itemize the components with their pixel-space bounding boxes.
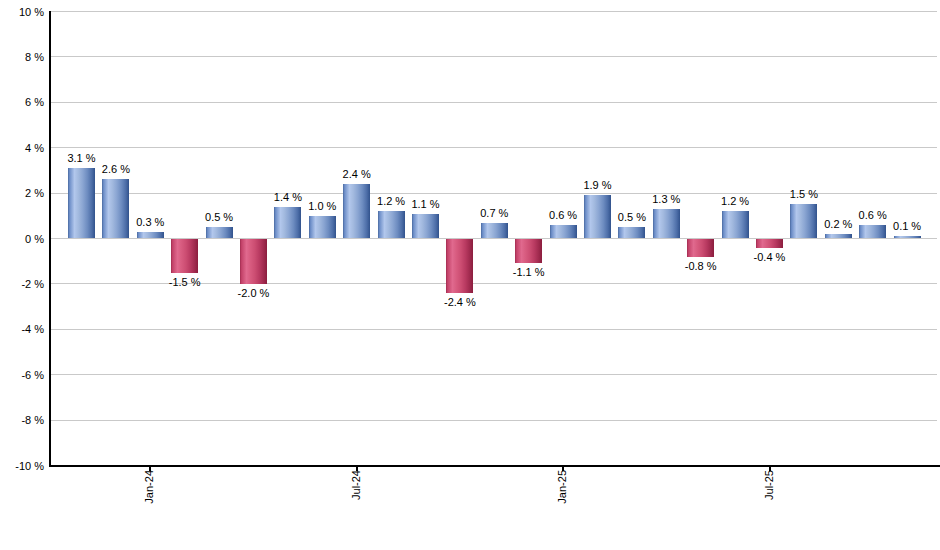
- bar: [240, 239, 267, 284]
- bar-value-label: -2.4 %: [428, 296, 492, 308]
- bar: [309, 216, 336, 239]
- bar: [412, 214, 439, 239]
- y-axis-line: [49, 11, 51, 467]
- gridline: [51, 329, 937, 330]
- y-tick-label: -8 %: [0, 414, 44, 426]
- bar: [68, 168, 95, 238]
- bar: [171, 239, 198, 273]
- bar-value-label: 1.3 %: [634, 193, 698, 205]
- y-tick-label: -10 %: [0, 460, 44, 472]
- bar: [206, 227, 233, 238]
- bar-value-label: -1.1 %: [497, 266, 561, 278]
- bar-value-label: -0.4 %: [738, 251, 802, 263]
- gridline: [51, 374, 937, 375]
- y-tick-label: 8 %: [0, 51, 44, 63]
- y-tick-label: -6 %: [0, 369, 44, 381]
- bar-value-label: 0.1 %: [875, 220, 939, 232]
- bar: [481, 223, 508, 239]
- x-tick-label: Jul-25: [763, 470, 775, 500]
- bar-value-label: -2.0 %: [222, 287, 286, 299]
- bar-value-label: 3.1 %: [50, 152, 114, 164]
- bar: [722, 211, 749, 238]
- bar-value-label: 2.4 %: [325, 168, 389, 180]
- bar-value-label: 0.7 %: [462, 207, 526, 219]
- bar: [653, 209, 680, 239]
- bar: [756, 239, 783, 248]
- bar-value-label: 0.5 %: [187, 211, 251, 223]
- bar: [550, 225, 577, 239]
- bar: [825, 234, 852, 239]
- bar: [515, 239, 542, 264]
- y-tick-label: -2 %: [0, 278, 44, 290]
- bar-value-label: 1.1 %: [394, 198, 458, 210]
- bar: [137, 232, 164, 239]
- bar-value-label: 2.6 %: [84, 163, 148, 175]
- bar: [894, 236, 921, 238]
- bar: [618, 227, 645, 238]
- gridline: [51, 102, 937, 103]
- bar-value-label: 0.6 %: [841, 209, 905, 221]
- bar: [446, 239, 473, 293]
- bar-value-label: -1.5 %: [153, 276, 217, 288]
- y-tick-label: 10 %: [0, 6, 44, 18]
- y-tick-label: 4 %: [0, 142, 44, 154]
- bar: [102, 179, 129, 238]
- gridline: [51, 11, 937, 12]
- bar: [378, 211, 405, 238]
- y-tick-label: 6 %: [0, 96, 44, 108]
- bar-value-label: -0.8 %: [669, 260, 733, 272]
- x-axis-line: [49, 465, 940, 467]
- gridline: [51, 56, 937, 57]
- bar-value-label: 1.9 %: [566, 179, 630, 191]
- y-tick-label: 0 %: [0, 233, 44, 245]
- x-tick-label: Jan-25: [556, 470, 568, 504]
- bar: [687, 239, 714, 257]
- gridline: [51, 420, 937, 421]
- y-tick-label: 2 %: [0, 187, 44, 199]
- gridline: [51, 147, 937, 148]
- bar-value-label: 1.2 %: [703, 195, 767, 207]
- bar-value-label: 1.5 %: [772, 188, 836, 200]
- monthly-returns-bar-chart: 10 % 8 % 6 % 4 % 2 % 0 % -2 % -4 % -6 % -8 % -10 %…: [0, 0, 940, 550]
- bar: [343, 184, 370, 238]
- y-tick-label: -4 %: [0, 323, 44, 335]
- x-tick-label: Jul-24: [350, 470, 362, 500]
- x-tick-label: Jan-24: [143, 470, 155, 504]
- bar-value-label: 0.3 %: [118, 216, 182, 228]
